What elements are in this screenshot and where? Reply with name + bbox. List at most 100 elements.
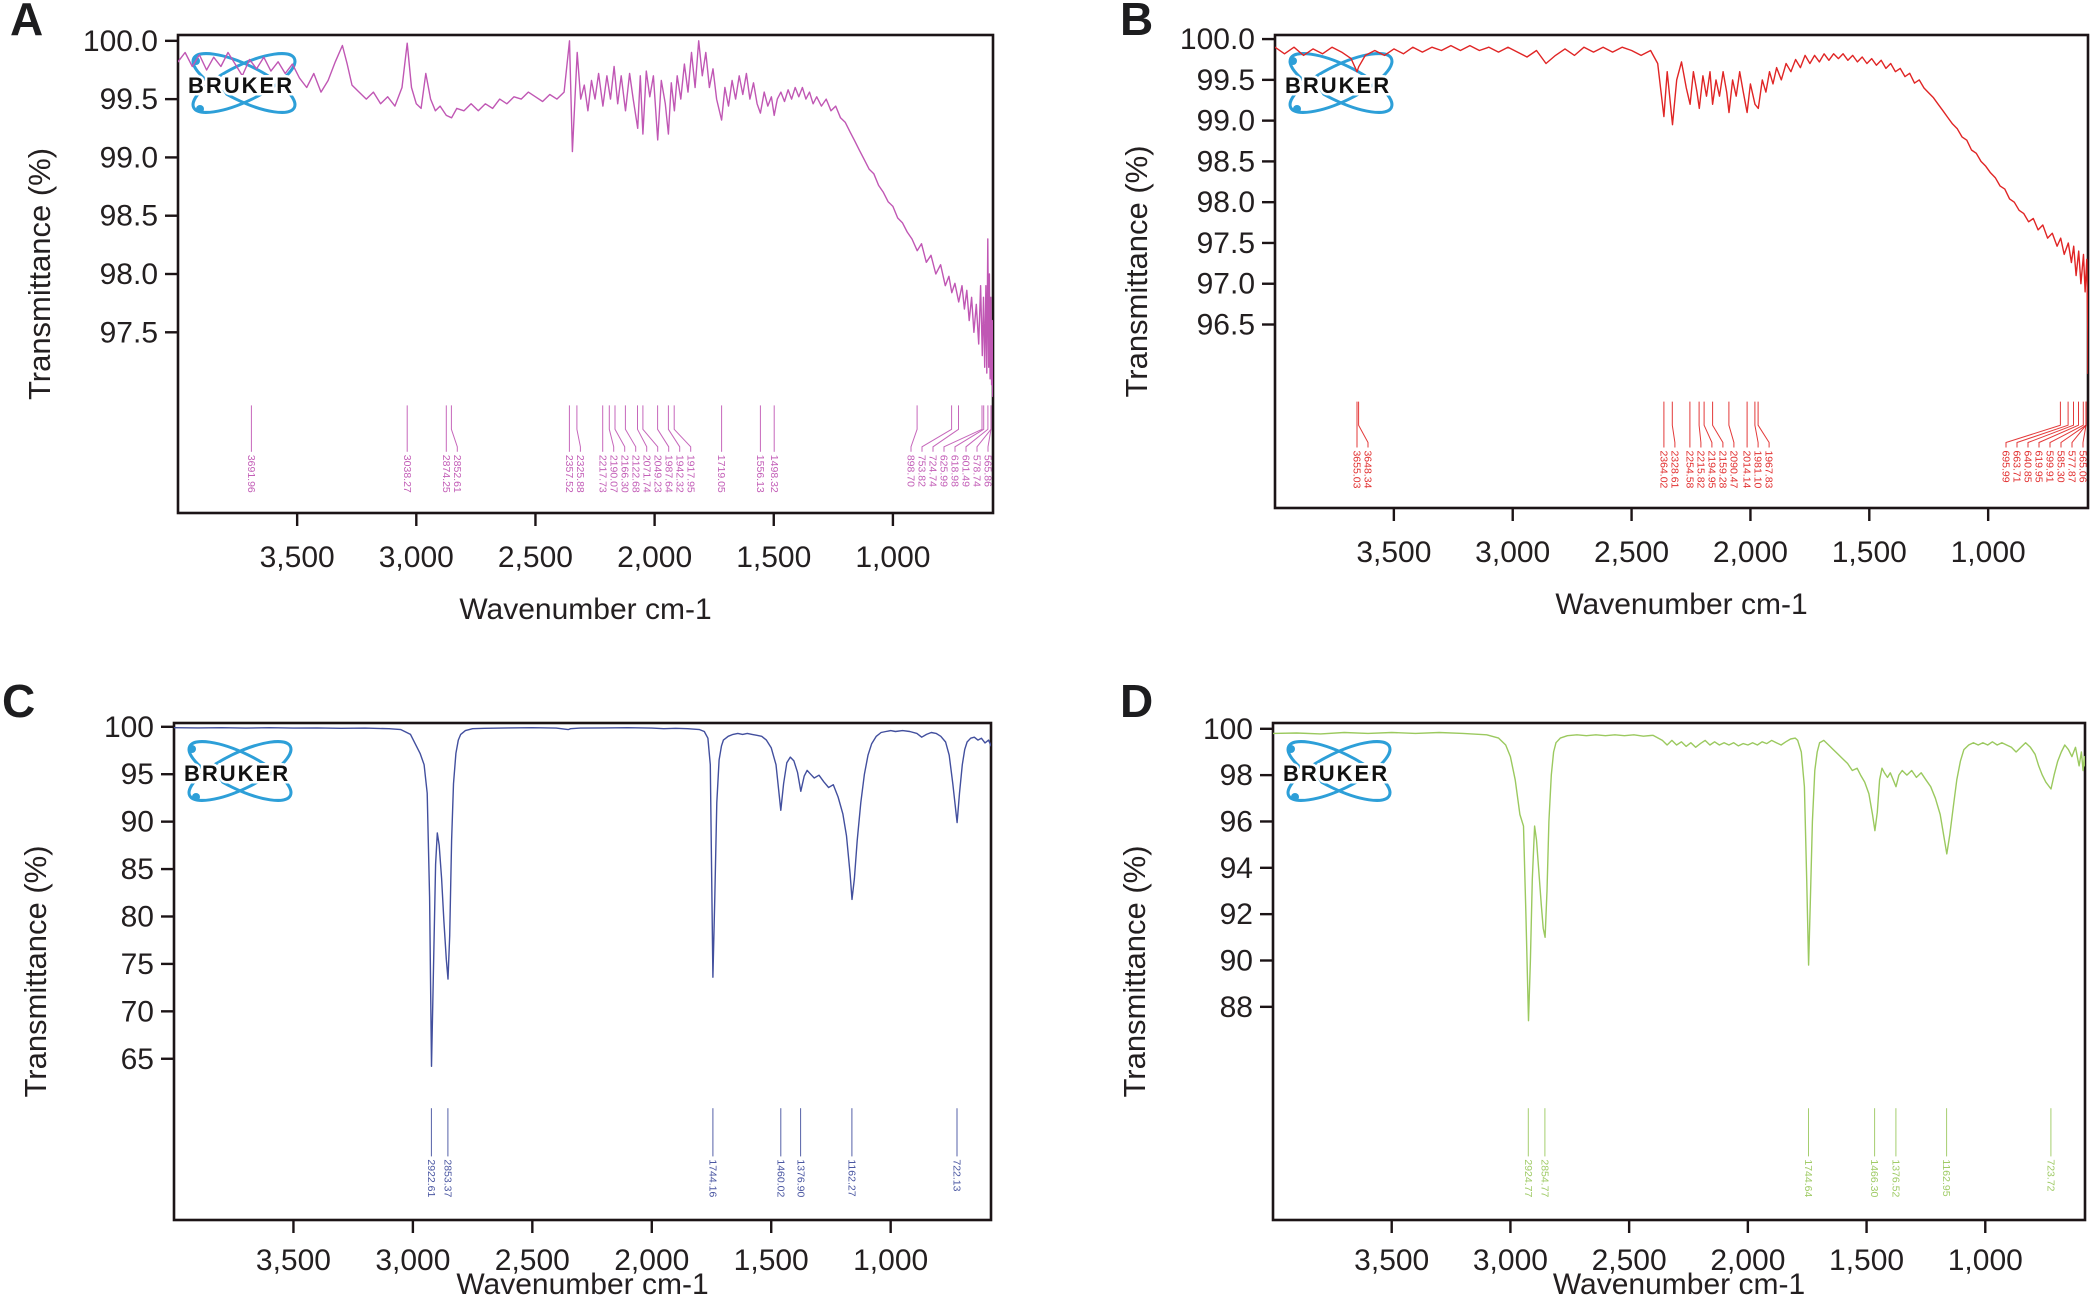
y-tick-label: 65	[121, 1043, 154, 1076]
peak-wavenumber-label: 577.87	[2066, 450, 2078, 482]
peak-wavenumber-label: 619.95	[2033, 450, 2045, 482]
x-tick-label: 3,500	[1356, 536, 1431, 569]
x-tick-label: 1,000	[1951, 536, 2026, 569]
peak-wavenumber-label: 2090.47	[1728, 450, 1740, 488]
x-tick-label: 1,500	[1829, 1244, 1904, 1277]
y-tick-label: 96.5	[1197, 309, 1255, 342]
peak-wavenumber-label: 3691.96	[245, 455, 257, 493]
x-tick-label: 1,000	[855, 541, 930, 574]
peak-wavenumber-label: 3655.03	[1351, 450, 1363, 488]
peak-leader-line	[637, 405, 648, 452]
x-tick-label: 1,000	[853, 1244, 928, 1277]
peak-wavenumber-label: 1498.32	[768, 455, 780, 493]
peak-leader-line	[2049, 401, 2084, 448]
peak-wavenumber-label: 2014.14	[1741, 450, 1753, 488]
panel-d-letter: D	[1120, 675, 1154, 727]
panel-a-plot: 100.0 99.5 99.0 98.5 98.0 97.5 3,500 3,000 2,500…	[22, 25, 995, 626]
peak-wavenumber-label: 2190.07	[607, 455, 619, 493]
bruker-logo-text: BRUKER	[188, 73, 294, 98]
bruker-logo-dot	[1287, 745, 1295, 753]
peak-wavenumber-label: 2049.23	[651, 455, 663, 493]
peak-wavenumber-label: 663.71	[2011, 450, 2023, 482]
peak-wavenumber-label: 2364.02	[1658, 450, 1670, 488]
spectrum-trace	[174, 727, 991, 1067]
peak-wavenumber-label: 625.99	[938, 455, 950, 487]
x-tick-label: 3,000	[375, 1244, 450, 1277]
peak-leader-line	[673, 405, 692, 452]
y-tick-label: 94	[1220, 852, 1253, 885]
plot-border	[1273, 33, 2090, 510]
x-tick-label: 2,500	[1592, 1244, 1667, 1277]
peak-wavenumber-label: 1466.30	[1868, 1159, 1880, 1197]
y-axis-title: Transmittance (%)	[18, 845, 53, 1097]
x-axis-title: Wavenumber cm-1	[459, 593, 711, 626]
x-tick-label: 3,500	[256, 1244, 331, 1277]
peak-leader-line	[667, 405, 681, 452]
plot-border	[1271, 721, 2087, 1222]
y-tick-label: 99.5	[100, 83, 158, 116]
panel-d-plot: 100 98 96 94 92 90 88 3,500 3,000 2,500 2,000 1,500…	[1117, 713, 2087, 1298]
bruker-logo-orbit	[1286, 740, 1392, 802]
x-tick-label: 2,500	[1594, 536, 1669, 569]
y-axis-title: Transmittance (%)	[1119, 145, 1154, 397]
x-tick-label: 3,000	[379, 541, 454, 574]
x-tick-label: 3,500	[1354, 1244, 1429, 1277]
peak-wavenumber-label: 722.13	[951, 1159, 963, 1191]
peak-leader-line	[1712, 401, 1724, 448]
panel-b-letter: B	[1120, 0, 1154, 45]
y-tick-label: 98.0	[100, 258, 158, 291]
peak-leader-line	[450, 405, 458, 452]
peak-wavenumber-label: 640.85	[2022, 450, 2034, 482]
x-tick-label: 2,000	[1713, 536, 1788, 569]
x-tick-label: 1,500	[1832, 536, 1907, 569]
peak-wavenumber-label: 2922.61	[425, 1159, 437, 1197]
plot-border	[172, 721, 993, 1222]
peak-wavenumber-label: 1917.95	[684, 455, 696, 493]
y-tick-label: 99.0	[1197, 105, 1255, 138]
peak-wavenumber-label: 2215.82	[1695, 450, 1707, 488]
bruker-logo-dot	[1291, 793, 1299, 801]
y-tick-label: 96	[1220, 805, 1253, 838]
peak-wavenumber-label: 565.86	[982, 455, 994, 487]
peak-wavenumber-label: 1376.90	[794, 1159, 806, 1197]
y-tick-label: 80	[121, 900, 154, 933]
peak-leader-line	[1754, 401, 1759, 448]
y-tick-label: 75	[121, 948, 154, 981]
peak-wavenumber-label: 1460.02	[774, 1159, 786, 1197]
x-tick-label: 3,000	[1473, 1244, 1548, 1277]
peak-leader-line	[608, 405, 615, 452]
y-tick-label: 99.5	[1197, 64, 1255, 97]
y-tick-label: 88	[1220, 991, 1253, 1024]
spectrum-trace	[1273, 731, 2085, 1022]
peak-wavenumber-label: 578.74	[971, 455, 983, 487]
y-tick-label: 97.5	[1197, 227, 1255, 260]
peak-leader-line	[614, 405, 626, 452]
peak-wavenumber-label: 753.82	[916, 455, 928, 487]
peak-wavenumber-label: 2325.88	[574, 455, 586, 493]
peak-wavenumber-label: 565.06	[2077, 450, 2089, 482]
peak-wavenumber-label: 1719.05	[715, 455, 727, 493]
panel-c-letter: C	[2, 675, 36, 727]
y-axis-title: Transmittance (%)	[1117, 845, 1152, 1097]
y-tick-label: 85	[121, 853, 154, 886]
peak-leader-line	[954, 405, 985, 452]
peak-leader-line	[932, 405, 959, 452]
peak-leader-line	[921, 405, 953, 452]
peak-wavenumber-label: 1162.95	[1940, 1159, 1952, 1196]
y-tick-label: 70	[121, 995, 154, 1028]
y-tick-label: 90	[121, 806, 154, 839]
peak-wavenumber-label: 724.74	[927, 455, 939, 487]
bruker-logo-text: BRUKER	[1283, 761, 1389, 786]
peak-wavenumber-label: 2852.61	[451, 455, 463, 493]
y-tick-label: 100.0	[83, 25, 158, 58]
bruker-logo-text: BRUKER	[1285, 73, 1391, 98]
peak-wavenumber-label: 601.49	[960, 455, 972, 487]
peak-wavenumber-label: 1162.27	[846, 1159, 858, 1196]
peak-leader-line	[987, 405, 992, 452]
peak-wavenumber-label: 1981.10	[1752, 450, 1764, 488]
x-tick-label: 3,500	[260, 541, 335, 574]
panel-b-plot: 100.0 99.5 99.0 98.5 98.0 97.5 97.0 96.5 3,500 3,…	[1119, 23, 2090, 621]
peak-wavenumber-label: 1987.64	[662, 455, 674, 493]
peak-leader-line	[1757, 401, 1770, 448]
spectrum-trace	[178, 40, 993, 398]
